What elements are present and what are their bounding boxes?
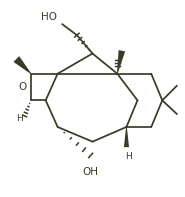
Polygon shape [14, 56, 31, 74]
Text: O: O [18, 82, 26, 92]
Text: HO: HO [41, 12, 57, 22]
Text: OH: OH [83, 167, 99, 177]
Text: H: H [125, 152, 132, 161]
Text: H: H [16, 114, 23, 123]
Polygon shape [124, 127, 129, 147]
Polygon shape [117, 50, 125, 74]
